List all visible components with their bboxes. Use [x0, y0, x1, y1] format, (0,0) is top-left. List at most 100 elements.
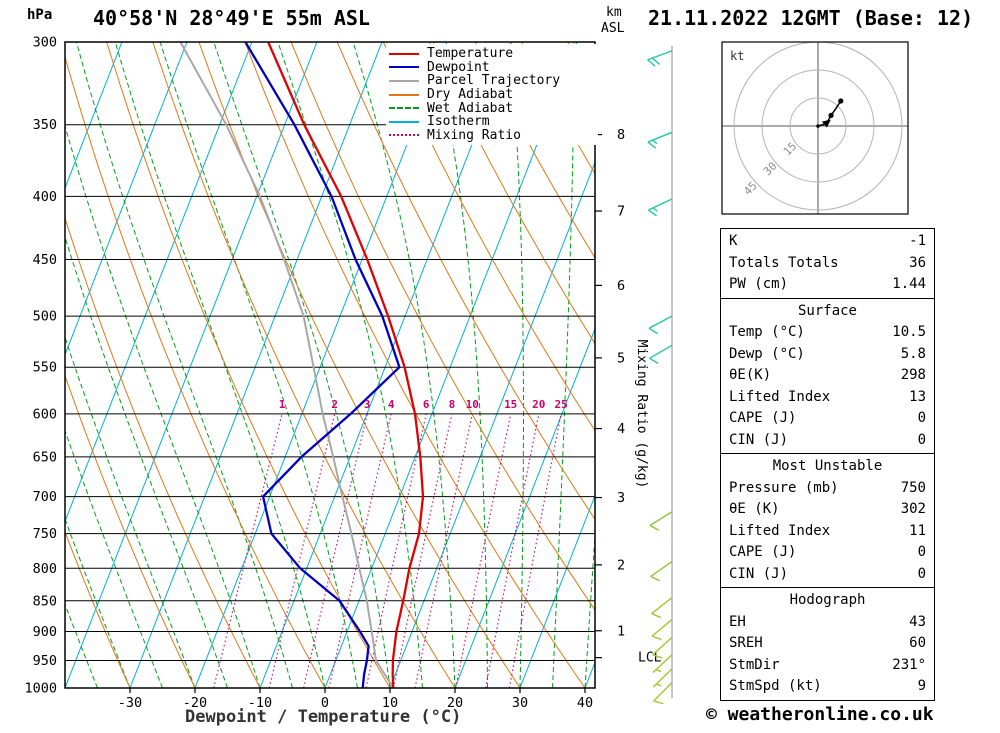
- legend-label: Parcel Trajectory: [427, 73, 561, 89]
- panel-row-value: 60: [909, 635, 926, 651]
- panel-row-value: -1: [909, 233, 926, 249]
- storm-motion-marker: [821, 119, 831, 128]
- wind-barb: [649, 344, 673, 364]
- panel-row-label: Lifted Index: [729, 388, 831, 405]
- legend-swatch-solid: [389, 79, 419, 82]
- wind-barb: [649, 511, 673, 531]
- pressure-tick-label: 400: [33, 189, 57, 205]
- panel-row: StmSpd (kt) 9: [721, 676, 934, 698]
- isotherm-line: [259, 42, 513, 688]
- pressure-tick-label: 600: [33, 406, 57, 422]
- hodograph-dot: [838, 98, 844, 104]
- mixing-ratio-line: [365, 413, 427, 688]
- info-panel: Most Unstable Pressure (mb) 750 θE (K) 302 Li…: [720, 453, 935, 588]
- panel-row-label: Temp (°C): [729, 324, 805, 340]
- wet-adiabat-line: [552, 42, 575, 688]
- isotherm-line: [454, 327, 595, 688]
- mixing-ratio-label: 3: [364, 398, 371, 411]
- pressure-tick-label: 850: [33, 593, 57, 609]
- mixing-ratio-label: 1: [279, 398, 286, 411]
- isotherm-line: [389, 160, 595, 688]
- wet-adiabat-line: [159, 42, 358, 688]
- panel-row: K -1: [721, 231, 934, 253]
- wind-barb-staff: [648, 198, 673, 211]
- panel-row: CIN (J) 0: [721, 564, 934, 586]
- wind-barb-feather: [650, 575, 661, 582]
- panel-row-value: 302: [900, 501, 926, 517]
- panel-row: Temp (°C) 10.5: [721, 322, 934, 344]
- station-title: 40°58'N 28°49'E 55m ASL: [93, 6, 370, 30]
- panel-row: StmDir 231°: [721, 655, 934, 677]
- wind-barb: [647, 131, 673, 149]
- mixing-ratio-label: 2: [331, 398, 338, 411]
- profile-curves: [179, 42, 425, 688]
- legend-swatch-solid: [389, 52, 419, 55]
- wind-barb-feather: [647, 141, 657, 149]
- legend-label: Temperature: [427, 46, 514, 62]
- dry-adiabat-line: [65, 374, 196, 688]
- panel-row-value: 13: [909, 388, 926, 405]
- panel-row-value: 10.5: [892, 324, 926, 340]
- km-tick-label: 6: [617, 278, 625, 294]
- hodograph-unit-label: kt: [730, 49, 744, 63]
- wet-adiabat-line: [0, 42, 33, 688]
- km-tick-label: 1: [617, 623, 625, 639]
- wind-barb-staff: [652, 668, 673, 688]
- wind-barb: [652, 654, 673, 674]
- isotherm-line: [324, 42, 578, 688]
- wind-barb: [652, 668, 673, 688]
- hodograph-ring: [761, 69, 875, 183]
- legend: Temperature Dewpoint Parcel Trajectory Dry …: [386, 44, 598, 146]
- wind-barb-feather: [648, 327, 658, 335]
- wind-barb-staff: [653, 682, 673, 702]
- wind-barb-staff: [651, 618, 673, 637]
- legend-item: Temperature: [389, 47, 598, 61]
- wind-barb-feather: [649, 524, 660, 531]
- panel-row: Pressure (mb) 750: [721, 478, 934, 500]
- dry-adiabat-line: [382, 42, 595, 432]
- temp-tick-label: 20: [447, 695, 463, 711]
- info-panel: K -1 Totals Totals 36 PW (cm) 1.44: [720, 228, 935, 299]
- pressure-tick-label: 550: [33, 360, 57, 376]
- panel-row-value: 0: [917, 544, 926, 560]
- isotherm-line: [519, 494, 595, 688]
- info-panels: K -1 Totals Totals 36 PW (cm) 1.44 Surface Temp…: [720, 228, 935, 701]
- temp-tick-label: 10: [382, 695, 398, 711]
- panel-title: Most Unstable: [772, 458, 883, 474]
- legend-label: Dewpoint: [427, 59, 490, 75]
- legend-swatch-dashed: [389, 107, 419, 110]
- temp-tick-label: 30: [512, 695, 528, 711]
- wind-barb-feather: [652, 139, 658, 145]
- km-tick-label: 2: [617, 557, 625, 573]
- wet-adiabat-line: [114, 42, 326, 688]
- dry-adiabat-line: [475, 42, 595, 259]
- legend-item: Mixing Ratio: [389, 129, 598, 143]
- panel-row-label: K: [729, 233, 738, 249]
- temp-tick-label: 0: [321, 695, 329, 711]
- km-tick-label: 4: [617, 421, 625, 437]
- pressure-tick-label: 950: [33, 653, 57, 669]
- panel-row-label: CAPE (J): [729, 544, 797, 560]
- legend-item: Wet Adiabat: [389, 101, 598, 115]
- mixing-ratio-label: 10: [466, 398, 479, 411]
- legend-swatch-dotted: [389, 134, 419, 137]
- wind-barb-feather: [655, 669, 662, 673]
- wind-barb-feather: [655, 683, 662, 687]
- wind-barb-staff: [649, 511, 673, 527]
- legend-label: Dry Adiabat: [427, 87, 514, 103]
- wind-barb: [647, 50, 673, 67]
- pressure-tick-label: 1000: [24, 681, 57, 697]
- panel-row-value: 43: [909, 613, 926, 630]
- panel-row: θE (K) 302: [721, 499, 934, 521]
- mixing-ratio-label: 6: [423, 398, 430, 411]
- isotherm-line: [65, 42, 188, 357]
- panel-row-label: PW (cm): [729, 276, 789, 292]
- hodograph-ring: [733, 42, 903, 211]
- legend-item: Parcel Trajectory: [389, 74, 598, 88]
- wet-adiabat-line: [65, 335, 196, 688]
- wind-barb: [648, 198, 673, 217]
- wind-barb-staff: [652, 636, 673, 656]
- wind-barb-staff: [648, 315, 673, 329]
- wind-barb: [653, 682, 673, 705]
- panel-row-label: CIN (J): [729, 431, 789, 448]
